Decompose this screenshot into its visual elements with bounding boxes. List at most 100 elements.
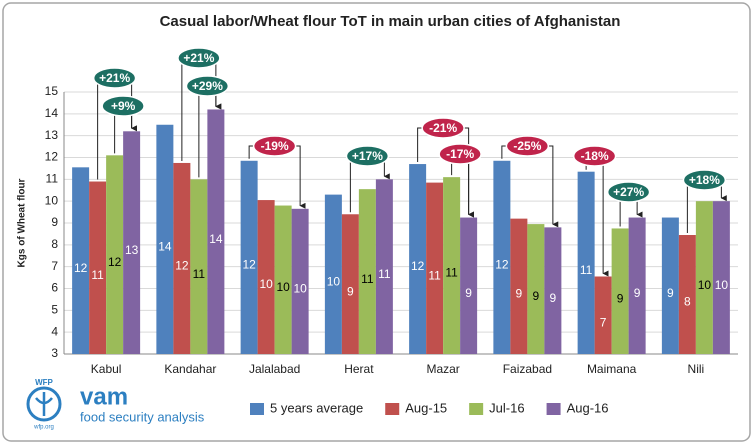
value-label: 12 [411, 259, 425, 273]
value-label: 9 [617, 291, 624, 305]
bar [695, 201, 713, 354]
annotation-bubble [345, 145, 390, 167]
value-label: 9 [465, 286, 472, 300]
logo-brand: vam [80, 383, 128, 410]
annotation-bubble [606, 181, 651, 203]
value-label: 11 [91, 268, 104, 282]
value-label: 12 [175, 259, 189, 273]
bar [375, 179, 393, 354]
bar [493, 160, 511, 354]
bar [106, 155, 124, 354]
annotation-text: -19% [261, 139, 289, 153]
legend-label: Aug-15 [405, 400, 447, 415]
annotation-bubble [252, 135, 297, 157]
chart-title: Casual labor/Wheat flour ToT in main urb… [160, 13, 621, 30]
annotation-text: +21% [99, 71, 130, 85]
bar [426, 182, 444, 354]
bar [72, 167, 90, 354]
annotation-text: +18% [689, 173, 720, 187]
y-tick-label: 14 [45, 106, 59, 120]
value-label: 10 [715, 278, 729, 292]
logo-site: wfp.org [33, 425, 54, 431]
value-label: 13 [125, 243, 139, 257]
x-tick-label: Herat [344, 362, 374, 376]
x-tick-label: Faizabad [503, 362, 552, 376]
logo-org: WFP [35, 378, 53, 387]
bar [712, 201, 730, 354]
annotation-bubble [101, 95, 145, 117]
x-tick-label: Kabul [91, 362, 122, 376]
bar [324, 194, 342, 354]
bar [173, 162, 191, 354]
value-label: 10 [259, 277, 273, 291]
annotation-text: -21% [429, 121, 457, 135]
y-axis-label: Kgs of Wheat flour [17, 178, 28, 267]
value-label: 9 [634, 286, 641, 300]
y-tick-label: 8 [51, 237, 58, 251]
bar [240, 160, 258, 354]
y-tick-label: 3 [51, 346, 58, 360]
value-label: 9 [516, 286, 523, 300]
bar [443, 177, 461, 354]
annotation-bubble [92, 67, 137, 89]
bar [678, 235, 696, 354]
annotation-bubble [185, 75, 230, 97]
value-label: 11 [580, 263, 593, 277]
value-label: 11 [378, 267, 391, 281]
bar [594, 276, 612, 354]
bar [341, 214, 359, 354]
legend-swatch [469, 403, 484, 415]
bar [510, 218, 528, 354]
x-tick-label: Mazar [426, 362, 459, 376]
bar [207, 109, 225, 354]
bar [190, 179, 208, 354]
value-label: 11 [361, 272, 374, 286]
value-label: 12 [242, 258, 256, 272]
annotation-bubble [505, 135, 550, 157]
value-label: 14 [158, 240, 172, 254]
logo-emblem-mark [35, 392, 53, 416]
value-label: 12 [74, 261, 88, 275]
value-label: 12 [495, 258, 509, 272]
annotation-text: -18% [581, 149, 609, 163]
value-label: 11 [193, 267, 206, 281]
logo-emblem [26, 386, 62, 422]
annotation-text: -17% [446, 147, 474, 161]
y-tick-label: 4 [51, 324, 58, 338]
annotation-text: -25% [513, 139, 541, 153]
value-label: 12 [108, 255, 122, 269]
value-label: 10 [276, 280, 290, 294]
x-tick-label: Kandahar [164, 362, 216, 376]
annotation-text: +27% [613, 185, 644, 199]
value-label: 9 [347, 284, 354, 298]
value-label: 9 [533, 289, 540, 303]
legend-swatch [546, 403, 561, 415]
value-label: 10 [293, 282, 307, 296]
legend-label: Jul-16 [489, 400, 524, 415]
x-tick-label: Maimana [587, 362, 637, 376]
annotation-text: +9% [111, 99, 136, 113]
bar [661, 217, 679, 354]
y-tick-label: 10 [45, 193, 59, 207]
value-label: 14 [209, 232, 223, 246]
bar [544, 227, 562, 354]
bar [358, 189, 376, 354]
value-label: 7 [600, 315, 607, 329]
annotation-bubble [421, 117, 465, 139]
legend-label: 5 years average [270, 400, 363, 415]
value-label: 8 [684, 295, 691, 309]
y-tick-label: 12 [45, 150, 59, 164]
x-tick-label: Jalalabad [249, 362, 300, 376]
y-tick-label: 9 [51, 215, 58, 229]
bar [123, 131, 141, 354]
bar [156, 124, 174, 354]
annotation-text: +17% [352, 149, 383, 163]
y-tick-label: 5 [51, 303, 58, 317]
annotation-text: +21% [183, 51, 214, 65]
annotation-bubble [572, 145, 617, 167]
bar [628, 217, 646, 354]
value-label: 11 [445, 266, 458, 280]
annotation-bubble [177, 47, 221, 69]
bar [291, 208, 309, 354]
